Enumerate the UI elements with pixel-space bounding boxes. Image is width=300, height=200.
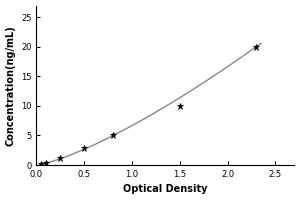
Y-axis label: Concentration(ng/mL): Concentration(ng/mL): [6, 25, 16, 146]
X-axis label: Optical Density: Optical Density: [123, 184, 208, 194]
